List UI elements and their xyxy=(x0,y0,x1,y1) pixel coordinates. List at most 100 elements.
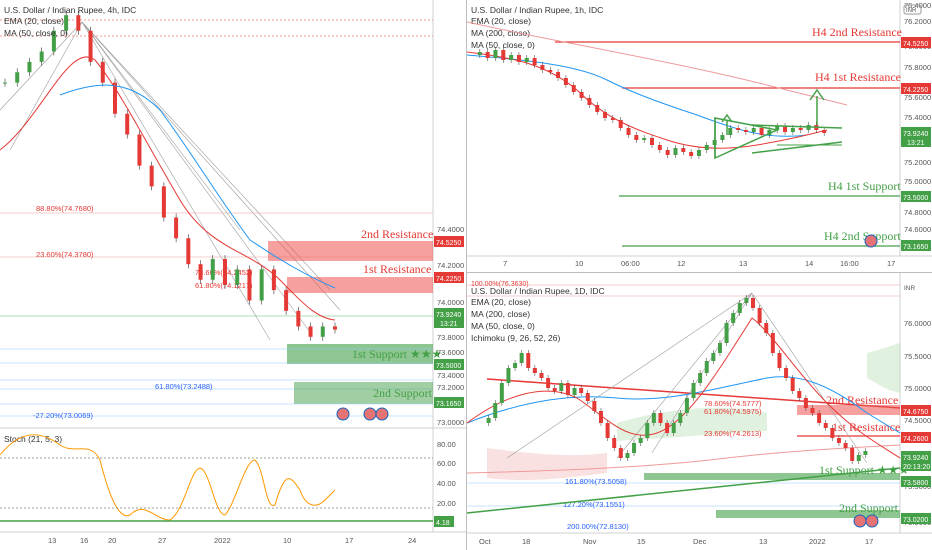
candle-body xyxy=(579,92,584,98)
currency-badge-1h: INR xyxy=(906,8,917,14)
chart-1h-pane[interactable]: U.S. Dollar / Indian Rupee, 1h, IDC EMA … xyxy=(467,0,932,272)
candle-body xyxy=(817,413,822,423)
candle-body xyxy=(39,51,44,62)
candle-body xyxy=(161,186,166,218)
x-tick: 17 xyxy=(345,536,353,545)
candle-body xyxy=(333,326,337,330)
y-tick: 75.8000 xyxy=(904,63,931,72)
y-tick: 73.0000 xyxy=(437,418,464,427)
candle-body xyxy=(572,388,577,395)
price-tag-1st-sup xyxy=(434,359,464,370)
candle-body xyxy=(843,443,848,448)
candle-body xyxy=(506,368,511,383)
x-tick: 06:00 xyxy=(621,259,640,268)
x-tick: 2022 xyxy=(214,536,231,545)
candle-body xyxy=(757,308,762,323)
tag-1h-1stres-text: 74.2250 xyxy=(903,87,928,94)
x-tick: 12 xyxy=(677,259,685,268)
fib-1d-61.80: 61.80%(74.5975) xyxy=(704,407,762,416)
chart-1d-svg[interactable]: 100.00%(76.3630) U.S. Dollar / Indian Ru… xyxy=(467,273,932,550)
candle-body xyxy=(810,408,815,413)
chart-1h-svg[interactable]: U.S. Dollar / Indian Rupee, 1h, IDC EMA … xyxy=(467,0,932,272)
fib-23.60-label: 23.60%(74.3780) xyxy=(36,250,94,259)
candle-body xyxy=(836,438,841,443)
chart-4h-svg[interactable]: 88.80%(74.7680) 23.60%(74.3780) 78.60%(7… xyxy=(0,0,466,550)
candle-body xyxy=(850,448,855,461)
candle-body xyxy=(149,165,154,187)
candle-body xyxy=(657,145,662,150)
candle-body xyxy=(493,403,498,418)
candle-body xyxy=(51,30,56,52)
zone-2nd-support-label: 2nd Support xyxy=(373,386,433,400)
candle-body xyxy=(704,361,709,373)
x-tick: 24 xyxy=(408,536,416,545)
tag-1d-2ndres-text: 74.6750 xyxy=(903,409,928,416)
h4-1st-sup-label: H4 1st Support xyxy=(828,179,901,193)
candle-body xyxy=(284,290,289,311)
fib-1d-127.20: 127.20%(73.1551) xyxy=(563,500,625,509)
x-tick: 10 xyxy=(575,259,583,268)
stoch-tick: 20.00 xyxy=(437,499,456,508)
candle-body xyxy=(612,438,617,448)
price-series-1d xyxy=(486,295,868,464)
candle-body xyxy=(174,217,179,239)
fib-1d-200.00: 200.00%(72.8130) xyxy=(567,522,629,531)
candle-body xyxy=(783,126,788,132)
candle-body xyxy=(751,128,756,132)
candle-body xyxy=(113,82,117,114)
chart-4h-pane[interactable]: 88.80%(74.7680) 23.60%(74.3780) 78.60%(7… xyxy=(0,0,466,550)
stoch-title: Stoch (21, 5, 3) xyxy=(4,434,62,444)
candle-body xyxy=(247,269,252,301)
candle-body xyxy=(797,391,802,398)
tag-1h-1stres xyxy=(901,83,931,94)
y-tick: 76.0000 xyxy=(904,319,931,328)
y-tick: 74.6000 xyxy=(904,225,931,234)
candle-body xyxy=(731,313,736,323)
tag-1h-2ndsup xyxy=(901,240,931,251)
candle-body xyxy=(137,134,142,166)
h4-2nd-res-label: H4 2nd Resistance xyxy=(812,25,902,39)
candle-body xyxy=(790,378,795,391)
chart-1h-ind-ma50: MA (50, close, 0) xyxy=(471,40,535,50)
tag-1d-2ndres xyxy=(901,405,931,416)
candle-body xyxy=(743,130,748,132)
stoch-tick: 40.00 xyxy=(437,479,456,488)
chart-1d-ind-ma50: MA (50, close, 0) xyxy=(471,321,535,331)
x-tick: Oct xyxy=(479,537,492,546)
chart-1d-pane[interactable]: 100.00%(76.3630) U.S. Dollar / Indian Ru… xyxy=(467,273,932,550)
candle-body xyxy=(320,326,325,337)
fib-1d-23.60: 23.60%(74.2613) xyxy=(704,429,762,438)
stoch-k-line xyxy=(0,434,336,521)
candle-body xyxy=(513,363,518,368)
ma-50-line-1h xyxy=(467,54,808,137)
candle-body xyxy=(717,343,722,353)
price-tag-1st-res xyxy=(434,272,464,283)
x-tick: 16:00 xyxy=(840,259,859,268)
candle-body xyxy=(548,70,553,72)
candle-body xyxy=(486,418,491,423)
zone-1st-resistance xyxy=(287,277,433,293)
candle-body xyxy=(532,368,537,373)
candle-body xyxy=(665,150,670,155)
candle-body xyxy=(587,98,592,105)
candle-body xyxy=(803,398,808,408)
candle-body xyxy=(691,383,696,398)
y-tick: 75.5000 xyxy=(904,352,931,361)
candle-body xyxy=(658,413,663,423)
price-tag-current-text: 73.9240 xyxy=(436,312,461,319)
x-tick: 16 xyxy=(80,536,88,545)
tag-1d-2ndsup xyxy=(901,513,931,524)
candle-body xyxy=(665,423,670,433)
candle-body xyxy=(592,401,597,411)
zone-1d-2nd-sup-label: 2nd Support xyxy=(839,501,899,515)
x-tick: 2022 xyxy=(809,537,826,546)
candle-body xyxy=(259,269,264,301)
tag-1h-countdown: 13:21 xyxy=(907,140,925,147)
candle-body xyxy=(784,368,789,378)
x-tick: Dec xyxy=(693,537,707,546)
candle-body xyxy=(571,85,576,92)
candle-body xyxy=(235,269,240,285)
candle-body xyxy=(689,152,694,156)
ma-50-line xyxy=(59,84,336,289)
candle-body xyxy=(603,112,608,118)
